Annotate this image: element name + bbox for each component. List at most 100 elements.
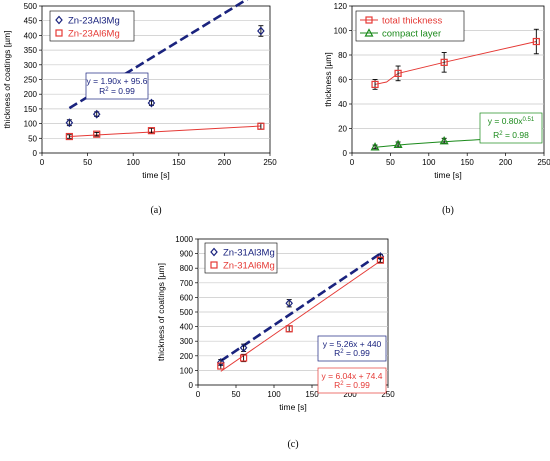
data-point — [65, 118, 74, 128]
x-tick-label: 100 — [422, 158, 436, 167]
y-tick-label: 400 — [180, 323, 194, 332]
legend-marker — [210, 261, 218, 269]
y-tick-label: 500 — [24, 2, 38, 11]
x-tick-label: 250 — [537, 158, 550, 167]
y-tick-label: 100 — [334, 27, 348, 36]
y-tick-label: 500 — [180, 308, 194, 317]
equation-text: y = 0.80x0.51 — [488, 116, 535, 126]
equation-text: y = 6.04x + 74.4 — [322, 371, 383, 381]
equation-box: y = 6.04x + 74.4R2 = 0.99 — [317, 367, 387, 394]
y-tick-label: 200 — [24, 90, 38, 99]
chart-b: 0 20 40 60 80 100 120 0 50 100 150 200 250 time [s] th… — [323, 2, 550, 216]
y-axis-label: thickness [µm] — [323, 52, 333, 107]
x-tick-label: 50 — [83, 158, 92, 167]
y-tick-label: 400 — [24, 31, 38, 40]
equation-text: y = 1.90x + 95.6 — [87, 76, 148, 86]
data-point — [440, 58, 448, 66]
legend-entry: Zn-23Al3Mg — [68, 16, 120, 27]
data-point — [371, 80, 379, 89]
legend-marker — [55, 15, 63, 25]
legend: Zn-23Al3Mg Zn-23Al6Mg — [49, 10, 135, 42]
y-tick-label: 120 — [334, 2, 348, 11]
x-tick-label: 100 — [267, 390, 281, 399]
data-point — [439, 135, 449, 145]
y-tick-label: 450 — [24, 17, 38, 26]
fit-line-red — [69, 125, 261, 137]
y-tick-label: 350 — [24, 46, 38, 55]
data-point — [257, 26, 265, 36]
legend-marker — [55, 29, 63, 37]
x-tick-label: 50 — [232, 390, 241, 399]
y-axis-label: thickness of coatings [µm] — [156, 263, 166, 361]
y-tick-label: 200 — [180, 352, 194, 361]
y-tick-label: 40 — [338, 100, 347, 109]
data-point — [285, 325, 293, 333]
data-point — [239, 343, 248, 353]
r-squared-text: R2 = 0.99 — [334, 348, 370, 358]
legend: total thickness compact layer — [355, 10, 465, 42]
data-point — [532, 37, 540, 46]
data-point — [394, 69, 402, 77]
data-point — [147, 98, 156, 108]
data-point — [217, 362, 225, 370]
x-tick-label: 200 — [499, 158, 513, 167]
equation-text: y = 5.26x + 440 — [323, 339, 382, 349]
legend-entry: Zn-31Al3Mg — [223, 248, 275, 259]
x-tick-label: 0 — [196, 390, 201, 399]
data-point — [376, 256, 384, 264]
x-tick-label: 150 — [461, 158, 475, 167]
x-tick-label: 0 — [40, 158, 45, 167]
y-tick-label: 0 — [343, 149, 348, 158]
y-tick-label: 300 — [180, 337, 194, 346]
data-point — [92, 109, 101, 119]
y-tick-label: 100 — [180, 366, 194, 375]
data-point — [240, 354, 248, 362]
x-tick-label: 150 — [172, 158, 186, 167]
x-tick-label: 250 — [263, 158, 277, 167]
y-tick-label: 900 — [180, 250, 194, 259]
caption: (c) — [287, 439, 298, 450]
y-tick-label: 800 — [180, 264, 194, 273]
caption: (a) — [150, 205, 161, 216]
data-point — [65, 132, 73, 141]
chart-c: 0 100 200 300 400 500 600 700 800 900 1000 0 50 100 15… — [156, 235, 395, 450]
y-tick-label: 600 — [180, 293, 194, 302]
data-point — [285, 298, 293, 308]
legend-marker — [364, 28, 374, 37]
y-tick-label: 150 — [24, 105, 38, 114]
legend-entry: Zn-31Al6Mg — [223, 261, 275, 272]
series-0 — [65, 25, 265, 128]
x-tick-label: 0 — [350, 158, 355, 167]
y-tick-label: 0 — [33, 149, 38, 158]
x-tick-label: 200 — [218, 158, 232, 167]
x-axis-label: time [s] — [142, 170, 169, 180]
legend-entry: total thickness — [382, 16, 442, 27]
fit-line-blue — [220, 252, 382, 362]
y-tick-label: 250 — [24, 76, 38, 85]
r-squared-text: R2 = 0.99 — [99, 86, 135, 96]
y-tick-label: 100 — [24, 120, 38, 129]
y-tick-label: 0 — [189, 381, 194, 390]
fit-line-red — [220, 260, 381, 372]
x-tick-label: 50 — [386, 158, 395, 167]
legend-marker — [365, 16, 373, 24]
y-axis-label: thickness of coatings [µm] — [2, 31, 12, 129]
x-axis-label: time [s] — [434, 170, 461, 180]
legend-entry: Zn-23Al6Mg — [68, 29, 120, 40]
fit-line-blue — [68, 0, 249, 110]
y-tick-label: 1000 — [175, 235, 193, 244]
chart-a: 0 50 100 150 200 250 300 350 400 450 500 0 50 100 150 2… — [2, 0, 277, 216]
equation-box: y = 0.80x0.51 R2 = 0.98 — [479, 112, 543, 144]
x-axis-label: time [s] — [279, 402, 306, 412]
series-1 — [65, 122, 265, 141]
y-tick-label: 50 — [28, 134, 37, 143]
caption: (b) — [442, 205, 454, 216]
x-tick-label: 250 — [381, 390, 395, 399]
x-tick-label: 200 — [343, 390, 357, 399]
legend-marker — [210, 247, 218, 257]
data-point — [370, 142, 380, 151]
x-tick-label: 100 — [127, 158, 141, 167]
data-point — [147, 127, 156, 135]
